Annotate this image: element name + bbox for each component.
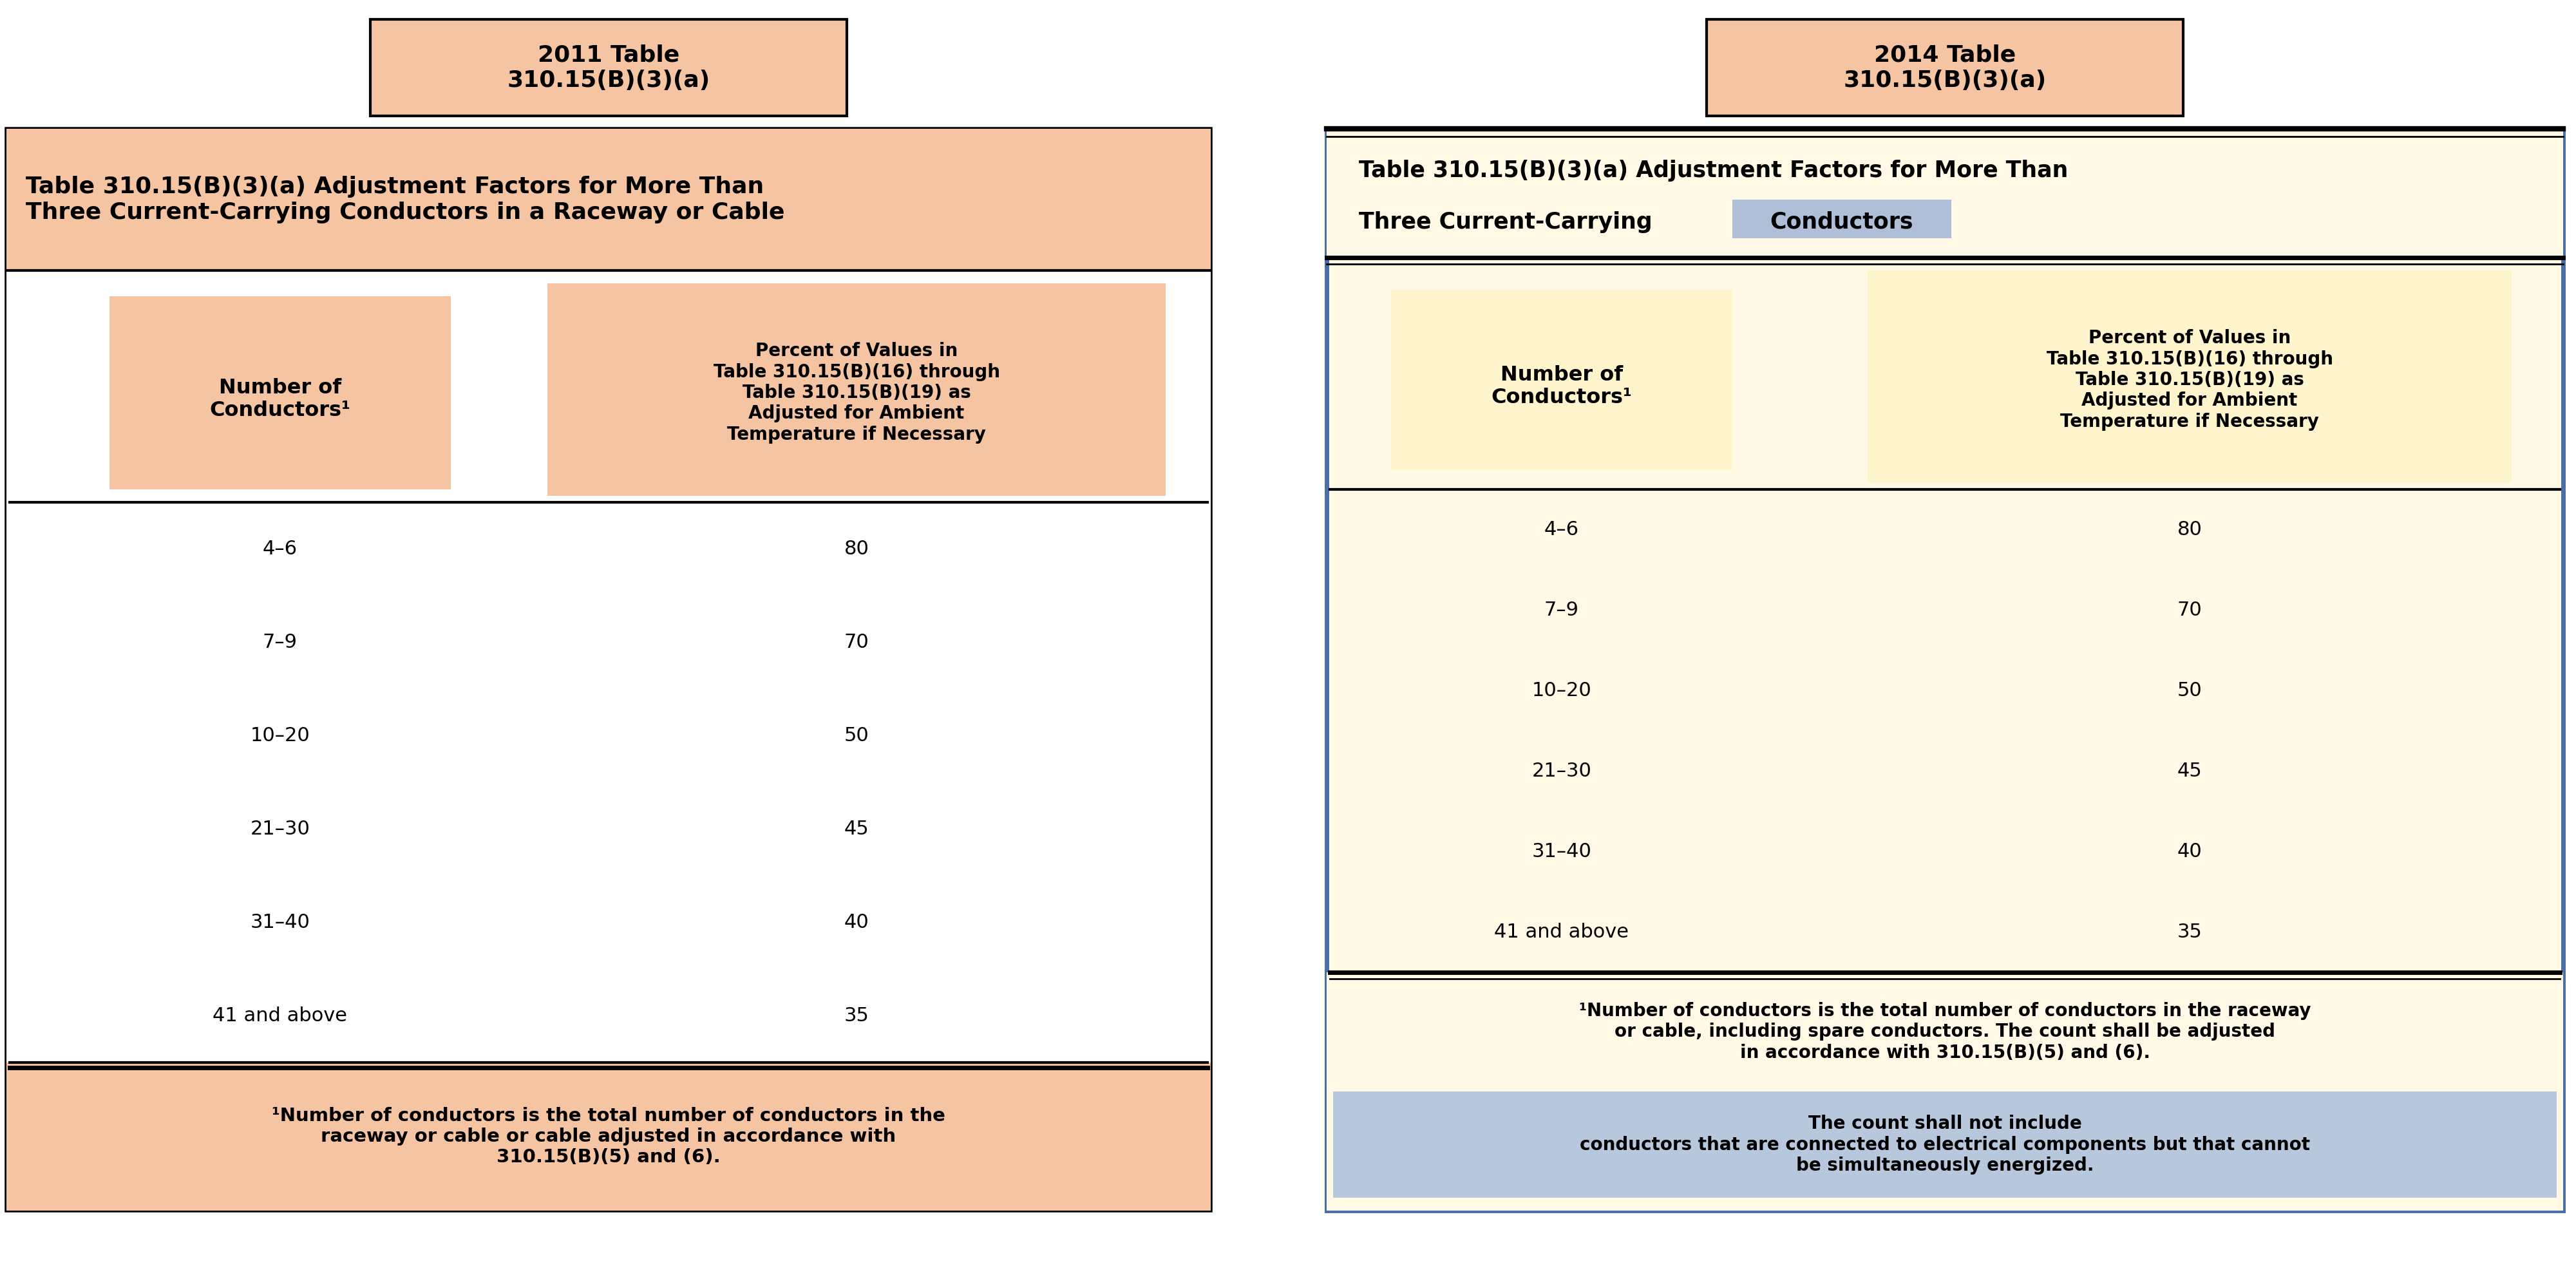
Text: 7–9: 7–9 (1546, 601, 1579, 619)
Bar (1391, 290, 1731, 470)
Bar (1868, 271, 2512, 483)
Text: Three Current-Carrying: Three Current-Carrying (1360, 211, 1659, 234)
Text: The count shall not include
conductors that are connected to electrical componen: The count shall not include conductors t… (1579, 1115, 2311, 1175)
Text: 45: 45 (845, 819, 868, 838)
Text: 45: 45 (2177, 761, 2202, 781)
Bar (546, 284, 1164, 496)
Text: 70: 70 (845, 633, 868, 652)
Bar (1705, 19, 2184, 116)
Text: Conductors: Conductors (1770, 211, 1914, 234)
Text: 10–20: 10–20 (250, 727, 309, 745)
Text: 40: 40 (2177, 842, 2202, 862)
Bar (5, 271, 1211, 1062)
Bar (5, 1062, 1211, 1211)
Text: 10–20: 10–20 (1533, 682, 1592, 700)
Text: 80: 80 (2177, 520, 2202, 539)
Bar (5, 128, 1211, 271)
Text: 2014 Table
310.15(B)(3)(a): 2014 Table 310.15(B)(3)(a) (1844, 44, 2045, 91)
Text: 21–30: 21–30 (250, 819, 309, 838)
Bar (1327, 128, 2563, 258)
Text: 40: 40 (845, 913, 868, 932)
Text: Table 310.15(B)(3)(a) Adjustment Factors for More Than: Table 310.15(B)(3)(a) Adjustment Factors… (1360, 159, 2069, 181)
Text: Number of
Conductors¹: Number of Conductors¹ (209, 377, 350, 421)
Text: Number of
Conductors¹: Number of Conductors¹ (1492, 365, 1633, 408)
Text: 50: 50 (2177, 682, 2202, 700)
Text: 35: 35 (2177, 923, 2202, 941)
Text: ¹Number of conductors is the total number of conductors in the raceway
or cable,: ¹Number of conductors is the total numbe… (1579, 1002, 2311, 1062)
Bar (1731, 199, 1953, 239)
Bar (1334, 1091, 2555, 1198)
Text: 21–30: 21–30 (1533, 761, 1592, 781)
Text: ¹Number of conductors is the total number of conductors in the
raceway or cable : ¹Number of conductors is the total numbe… (273, 1107, 945, 1166)
Text: 50: 50 (845, 727, 868, 745)
Text: 2011 Table
310.15(B)(3)(a): 2011 Table 310.15(B)(3)(a) (507, 44, 711, 91)
Text: Percent of Values in
Table 310.15(B)(16) through
Table 310.15(B)(19) as
Adjusted: Percent of Values in Table 310.15(B)(16)… (2045, 329, 2334, 430)
Text: 41 and above: 41 and above (214, 1007, 348, 1025)
Text: 35: 35 (845, 1007, 868, 1025)
Text: 31–40: 31–40 (1533, 842, 1592, 862)
Bar (1327, 128, 2563, 1211)
Text: 80: 80 (845, 539, 868, 559)
Text: 4–6: 4–6 (1546, 520, 1579, 539)
Text: Percent of Values in
Table 310.15(B)(16) through
Table 310.15(B)(19) as
Adjusted: Percent of Values in Table 310.15(B)(16)… (714, 342, 999, 443)
Text: 7–9: 7–9 (263, 633, 299, 652)
Bar (371, 19, 848, 116)
Text: 70: 70 (2177, 601, 2202, 619)
Bar (108, 297, 451, 489)
Bar (5, 128, 1211, 1211)
Bar (1327, 972, 2563, 1211)
Text: 41 and above: 41 and above (1494, 923, 1628, 941)
Text: 4–6: 4–6 (263, 539, 299, 559)
Text: 31–40: 31–40 (250, 913, 309, 932)
Text: Table 310.15(B)(3)(a) Adjustment Factors for More Than
Three Current-Carrying Co: Table 310.15(B)(3)(a) Adjustment Factors… (26, 176, 786, 223)
